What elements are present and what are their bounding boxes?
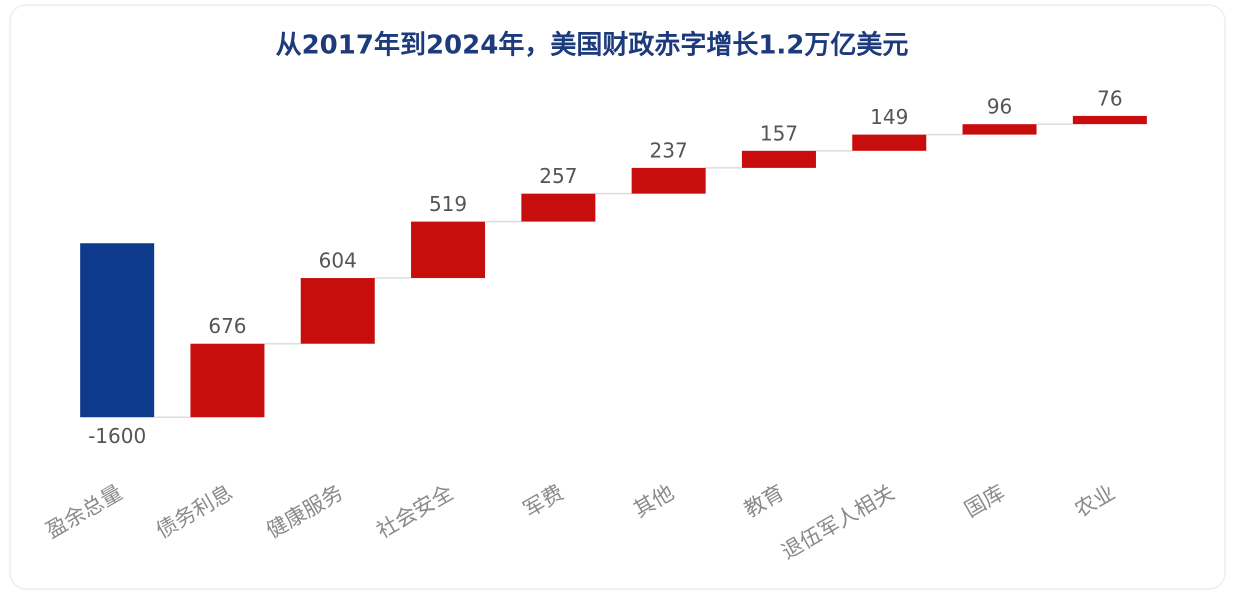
card (9, 4, 1226, 590)
increase-bar (852, 134, 927, 151)
value-label: 257 (539, 164, 577, 188)
increase-bar (962, 124, 1037, 135)
chart-title: 从2017年到2024年，美国财政赤字增长1.2万亿美元 (276, 30, 909, 61)
value-label: 96 (987, 95, 1012, 119)
increase-bar (741, 150, 816, 168)
value-label: 157 (760, 121, 798, 145)
increase-bar (190, 343, 265, 418)
increase-bar (521, 193, 596, 222)
value-label: 237 (650, 138, 688, 162)
value-label: 519 (429, 192, 467, 216)
total-bar (80, 243, 155, 418)
value-label: 149 (870, 105, 908, 129)
increase-bar (1072, 115, 1147, 125)
increase-bar (631, 167, 706, 194)
increase-bar (411, 221, 486, 279)
value-label: 676 (208, 314, 246, 338)
value-label: 76 (1097, 86, 1122, 110)
increase-bar (300, 278, 375, 344)
value-label: -1600 (88, 424, 146, 448)
value-label: 604 (319, 249, 357, 273)
